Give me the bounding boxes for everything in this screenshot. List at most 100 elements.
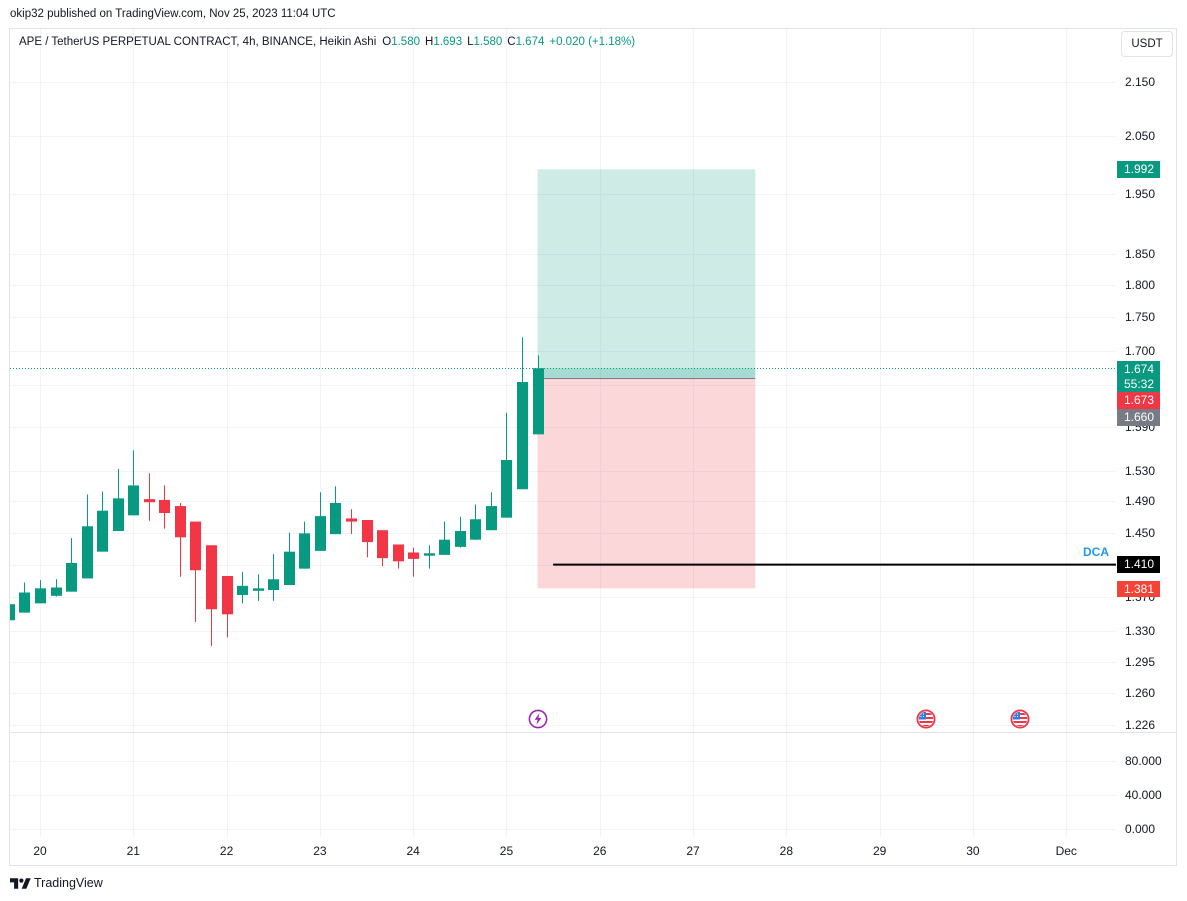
bullish-candle <box>284 532 295 586</box>
time-axis[interactable] <box>10 838 1116 865</box>
bullish-candle <box>470 504 481 540</box>
price-axis-tick: 1.700 <box>1125 343 1156 358</box>
target-price-label: 1.992 <box>1117 161 1160 178</box>
bullish-candle <box>66 538 77 592</box>
indicator-axis-tick: 80.000 <box>1125 753 1162 768</box>
tradingview-logo-icon <box>10 877 31 889</box>
bar-countdown: 55:32 <box>1124 377 1155 391</box>
low-label: L <box>467 36 474 48</box>
bullish-candle <box>128 450 139 516</box>
bearish-candle <box>377 530 388 567</box>
bullish-candle <box>315 492 326 551</box>
time-axis-label: Dec <box>1055 844 1077 858</box>
time-axis-label: 23 <box>313 844 327 858</box>
time-axis-label: 29 <box>872 844 887 858</box>
time-axis-label: 27 <box>686 844 700 858</box>
bearish-candle <box>159 485 170 529</box>
price-pane[interactable] <box>10 29 1116 732</box>
bearish-candle <box>175 502 186 577</box>
dca-line-label[interactable]: DCA <box>1083 545 1109 559</box>
price-axis-tick: 1.950 <box>1125 186 1156 201</box>
time-axis-label: 26 <box>593 844 607 858</box>
red-price-label: 1.673 <box>1117 392 1160 409</box>
indicator-axis-tick: 40.000 <box>1125 787 1162 802</box>
last-price-label: 1.674 55:32 <box>1117 361 1160 392</box>
time-axis-label: 22 <box>219 844 234 858</box>
currency-button[interactable]: USDT <box>1121 31 1173 57</box>
price-axis-tick: 2.150 <box>1125 75 1156 90</box>
us-flag-event-icon[interactable] <box>1010 709 1030 729</box>
position-open-profit-zone <box>537 368 756 378</box>
indicator-pane[interactable] <box>10 733 1116 838</box>
symbol-title[interactable]: APE / TetherUS PERPETUAL CONTRACT, 4h, B… <box>19 36 377 48</box>
long-position-tool[interactable] <box>537 169 756 589</box>
high-value: 1.693 <box>433 36 463 48</box>
bearish-candle <box>144 473 155 521</box>
price-axis-tick: 1.850 <box>1125 246 1156 261</box>
indicator-grid-lines <box>10 733 1116 838</box>
bullish-candle <box>51 579 62 597</box>
price-axis-tick: 1.330 <box>1125 624 1156 639</box>
bearish-candle <box>408 547 419 577</box>
close-value: 1.674 <box>515 36 545 48</box>
price-axis-tick: 1.295 <box>1125 654 1156 669</box>
price-axis-tick: 1.750 <box>1125 310 1156 325</box>
pane-separator[interactable] <box>10 732 1176 733</box>
bullish-candle <box>237 571 248 604</box>
price-axis-tick: 1.450 <box>1125 525 1156 540</box>
price-axis-tick: 1.800 <box>1125 278 1156 293</box>
bullish-candle <box>10 604 15 621</box>
bullish-candle <box>113 468 124 531</box>
lightning-event-icon[interactable] <box>528 709 548 729</box>
time-axis-label: 24 <box>406 844 420 858</box>
dca-price-label: 1.410 <box>1117 556 1160 573</box>
time-axis-label: 25 <box>499 844 514 858</box>
publish-info: okip32 published on TradingView.com, Nov… <box>10 8 336 20</box>
price-axis-tick: 1.490 <box>1125 494 1156 509</box>
legend-close: C1.674 <box>507 34 544 50</box>
bullish-candle <box>97 491 108 552</box>
chart-frame <box>9 28 1177 866</box>
position-target-zone[interactable] <box>537 169 756 378</box>
bullish-candle <box>268 554 279 601</box>
position-stop-zone[interactable] <box>537 377 756 589</box>
close-label: C <box>507 36 516 48</box>
bearish-candle <box>393 544 404 569</box>
bullish-candle <box>82 494 93 579</box>
price-axis-tick: 2.050 <box>1125 129 1156 144</box>
indicator-axis-tick: 0.000 <box>1125 821 1156 836</box>
open-label: O <box>382 36 392 48</box>
bullish-candle <box>501 412 512 518</box>
bearish-candle <box>190 521 201 622</box>
legend-low: L1.580 <box>467 34 502 50</box>
bullish-candle <box>19 582 30 613</box>
price-axis-tick: 1.260 <box>1125 686 1156 701</box>
time-axis-label: 20 <box>33 844 47 858</box>
time-axis-label: 28 <box>779 844 794 858</box>
price-axis-tick: 1.530 <box>1125 464 1156 479</box>
brand-name: TradingView <box>34 876 103 890</box>
bullish-candle <box>439 521 450 555</box>
bullish-candle <box>253 574 264 601</box>
tradingview-logo[interactable]: TradingView <box>10 875 103 891</box>
open-value: 1.580 <box>391 36 420 48</box>
overlay-lines <box>10 368 1116 566</box>
entry-price-label: 1.660 <box>1117 409 1160 426</box>
stop-price-label: 1.381 <box>1117 581 1160 597</box>
bullish-candle <box>517 337 528 490</box>
last-price-value: 1.674 <box>1124 362 1155 376</box>
low-value: 1.580 <box>473 36 503 48</box>
bullish-candle <box>299 521 310 569</box>
bearish-candle <box>362 520 373 558</box>
change-value: +0.020 (+1.18%) <box>549 36 636 48</box>
high-label: H <box>425 36 434 48</box>
bullish-candle <box>455 516 466 548</box>
bearish-candle <box>346 509 357 535</box>
candles <box>10 337 544 647</box>
time-axis-label: 21 <box>126 844 140 858</box>
legend-high: H1.693 <box>425 34 462 50</box>
us-flag-event-icon[interactable] <box>916 709 936 729</box>
time-axis-label: 30 <box>966 844 980 858</box>
bullish-candle <box>486 492 497 531</box>
legend-open: O1.580 <box>382 34 420 50</box>
